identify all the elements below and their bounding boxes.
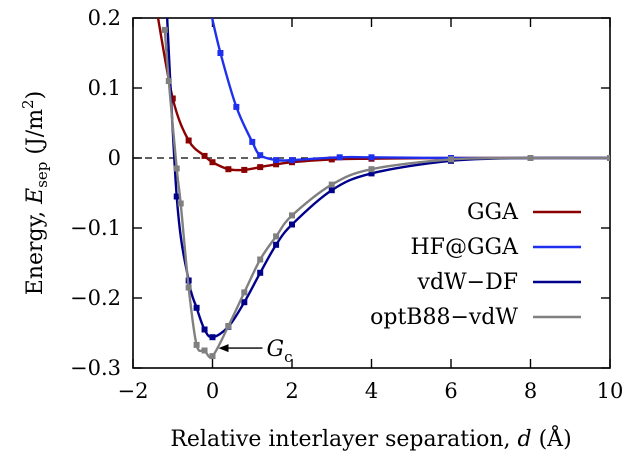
y-tick-label: −0.3	[70, 356, 121, 380]
legend-label-hf-gga: HF@GGA	[411, 235, 520, 260]
x-tick-label: 8	[524, 379, 537, 403]
data-point-optb88-vdw	[161, 26, 168, 33]
data-point-optb88-vdw	[185, 284, 192, 291]
data-point-optb88-vdw	[165, 78, 172, 84]
data-point-gga	[273, 161, 280, 168]
series-hf-gga	[208, 8, 610, 164]
legend: GGA HF@GGA vdW−DF optB88−vdW	[370, 200, 581, 330]
axis-ticks: −2 0 2 4 6 8 10 −0.3 −0.2 −0.1 0 0.1 0.2	[70, 6, 623, 403]
data-point-gga	[169, 95, 176, 102]
x-tick-label: 4	[365, 379, 378, 403]
data-point-optb88-vdw	[225, 323, 232, 329]
data-point-hf-gga	[273, 157, 280, 164]
data-point-hf-gga	[217, 50, 224, 56]
y-tick-label: 0	[108, 146, 121, 170]
data-point-vdw-df	[257, 269, 264, 276]
x-tick-label: 6	[444, 379, 457, 403]
x-tick-label: 10	[597, 379, 624, 403]
series-layer	[154, 8, 610, 360]
data-point-gga	[201, 152, 208, 159]
x-tick-label: 0	[206, 379, 219, 403]
data-point-hf-gga	[249, 138, 256, 145]
data-point-hf-gga	[208, 8, 214, 14]
data-point-optb88-vdw	[173, 165, 180, 172]
data-point-optb88-vdw	[209, 353, 216, 360]
legend-label-optb88-vdw: optB88−vdW	[370, 305, 518, 330]
x-axis-title: Relative interlayer separation, d (Å)	[170, 424, 571, 452]
annotation-arrow-head	[218, 344, 229, 353]
data-point-optb88-vdw	[289, 212, 295, 219]
data-point-gga	[185, 137, 192, 144]
data-point-gga	[328, 156, 335, 163]
data-point-optb88-vdw	[177, 200, 184, 207]
data-point-optb88-vdw	[201, 347, 208, 354]
series-gga	[154, 8, 610, 173]
data-point-vdw-df	[241, 299, 248, 306]
data-point-hf-gga	[289, 157, 295, 164]
y-tick-label: 0.1	[88, 76, 121, 100]
gc-annotation: Gc	[218, 337, 293, 366]
y-tick-label: 0.2	[88, 6, 121, 30]
data-point-vdw-df	[173, 193, 180, 200]
x-tick-label: 2	[285, 379, 298, 403]
series-line-optb88-vdw	[163, 29, 610, 359]
data-point-optb88-vdw	[241, 289, 248, 296]
data-point-gga	[209, 159, 216, 166]
data-point-hf-gga	[368, 154, 375, 161]
series-line-gga	[156, 18, 610, 172]
legend-label-gga: GGA	[467, 200, 519, 225]
data-point-vdw-df	[201, 326, 208, 333]
data-point-vdw-df	[368, 170, 375, 177]
y-tick-label: −0.2	[70, 286, 121, 310]
data-point-optb88-vdw	[448, 156, 454, 163]
y-axis-title: Energy, Esep (J/m2)	[19, 91, 51, 295]
data-point-gga	[154, 8, 160, 14]
data-point-optb88-vdw	[257, 256, 264, 263]
data-point-optb88-vdw	[607, 155, 610, 161]
data-point-vdw-df	[289, 221, 295, 228]
data-point-vdw-df	[193, 304, 200, 311]
y-tick-label: −0.1	[70, 216, 121, 240]
data-point-optb88-vdw	[527, 155, 534, 161]
data-point-optb88-vdw	[273, 233, 280, 240]
data-point-vdw-df	[209, 334, 216, 341]
data-point-gga	[241, 166, 248, 173]
data-point-optb88-vdw	[193, 341, 200, 348]
data-point-hf-gga	[257, 152, 264, 159]
data-point-vdw-df	[328, 187, 335, 194]
data-point-hf-gga	[233, 103, 240, 110]
data-point-hf-gga	[336, 154, 343, 161]
legend-label-vdw-df: vdW−DF	[417, 270, 518, 295]
annotation-label: Gc	[267, 337, 293, 366]
series-line-hf-gga	[210, 18, 610, 162]
data-point-optb88-vdw	[328, 181, 335, 188]
data-point-optb88-vdw	[368, 166, 375, 173]
data-point-gga	[257, 164, 264, 171]
x-tick-label: −2	[118, 379, 149, 403]
data-point-vdw-df	[273, 241, 280, 248]
data-point-gga	[225, 166, 232, 173]
series-optb88-vdw	[161, 26, 610, 360]
